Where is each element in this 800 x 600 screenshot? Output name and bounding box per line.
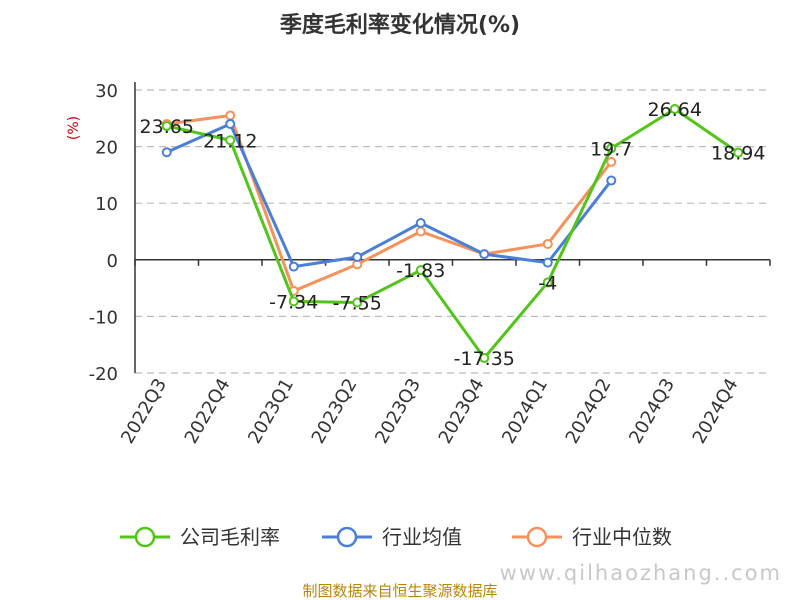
data-label: -1.83 — [396, 260, 445, 282]
data-label: -7.34 — [269, 291, 318, 313]
y-tick-label: 0 — [107, 251, 118, 272]
legend-label: 行业中位数 — [572, 525, 672, 549]
x-tick-label: 2023Q2 — [308, 375, 362, 447]
legend-label: 公司毛利率 — [180, 525, 280, 549]
data-label: 18.94 — [711, 143, 765, 165]
legend-swatch-marker — [134, 526, 156, 548]
data-point — [225, 135, 236, 146]
data-point — [669, 104, 680, 115]
x-tick-label: 2024Q4 — [689, 375, 743, 447]
data-point — [415, 218, 426, 229]
series-lines — [161, 104, 744, 364]
data-point — [415, 226, 426, 237]
data-point — [225, 110, 236, 121]
watermark-text: www.qilhaozhang..com — [500, 561, 782, 585]
data-point — [606, 143, 617, 154]
legend-swatch-marker — [336, 526, 358, 548]
x-tick-label: 2023Q4 — [435, 375, 489, 447]
series-line — [166, 122, 613, 269]
x-tick-label: 2022Q3 — [117, 375, 171, 447]
x-tick-label: 2023Q1 — [244, 375, 298, 447]
chart-title: 季度毛利率变化情况(%) — [280, 12, 520, 38]
legend: 公司毛利率 行业均值 行业中位数 — [120, 525, 672, 549]
data-label: 23.65 — [140, 116, 194, 138]
data-point — [542, 238, 553, 249]
data-label: -4 — [538, 272, 557, 294]
y-tick-label: -20 — [89, 364, 118, 385]
footer-source: 制图数据来自恒生聚源数据库 — [302, 582, 497, 600]
y-axis-label: (%) — [66, 116, 82, 140]
data-point — [161, 147, 172, 158]
data-point — [352, 251, 363, 262]
data-label: 26.64 — [648, 99, 702, 121]
data-point — [606, 156, 617, 167]
data-point — [479, 249, 490, 260]
y-tick-label: -10 — [89, 307, 118, 328]
y-tick-label: 20 — [95, 138, 118, 159]
series-line — [166, 107, 740, 360]
data-point — [733, 147, 744, 158]
x-tick-label: 2024Q1 — [498, 375, 552, 447]
y-tick-label: 10 — [95, 194, 118, 215]
data-point — [542, 277, 553, 288]
x-tick-label: 2024Q2 — [562, 375, 616, 447]
data-label: 19.7 — [590, 138, 632, 160]
data-point — [288, 261, 299, 272]
data-point — [225, 118, 236, 129]
x-tick-label: 2024Q3 — [625, 375, 679, 447]
data-labels: 23.65 21.12 -7.34 -7.55 -1.83 -17.35 -4 19.7 26.… — [140, 99, 766, 370]
y-tick-label: 30 — [95, 81, 118, 102]
data-point — [161, 120, 172, 131]
data-point — [542, 257, 553, 268]
data-point — [479, 353, 490, 364]
data-label: 21.12 — [203, 130, 257, 152]
data-point — [288, 296, 299, 307]
data-point — [415, 265, 426, 276]
x-tick-label: 2022Q4 — [181, 375, 235, 447]
x-tick-label: 2023Q3 — [371, 375, 425, 447]
data-label: -7.55 — [333, 293, 382, 315]
legend-label: 行业均值 — [382, 525, 462, 549]
data-point — [606, 175, 617, 186]
legend-swatch-marker — [526, 526, 548, 548]
data-point — [352, 297, 363, 308]
data-label: -17.35 — [454, 348, 515, 370]
